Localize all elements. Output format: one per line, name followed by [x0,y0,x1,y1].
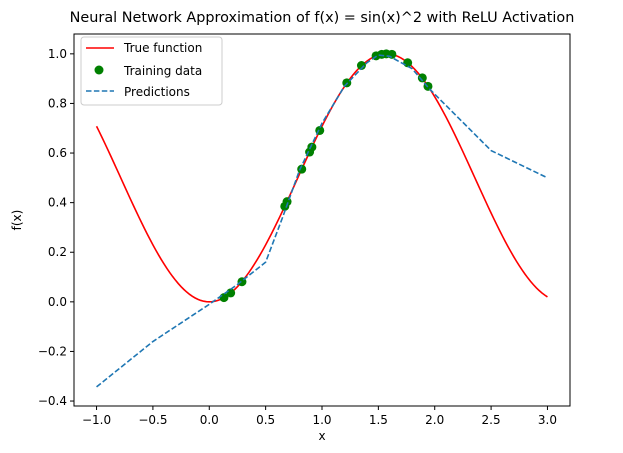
y-tick-label: −0.4 [38,394,67,408]
legend-swatch-training-data [94,65,104,75]
legend: True function Training data Predictions [80,36,223,106]
x-axis-label: x [318,429,325,443]
training-data-point [297,164,307,174]
x-tick-label: 0.0 [200,413,219,427]
series-line-true-function [95,53,548,303]
y-tick-label: 0.4 [48,196,67,210]
y-tick-label: 0.6 [48,146,67,160]
legend-label-predictions: Predictions [124,85,190,99]
y-tick-label: 0.8 [48,96,67,110]
y-tick-label: 0.2 [48,245,67,259]
training-data-point [387,49,397,59]
chart-title: Neural Network Approximation of f(x) = s… [70,10,575,26]
x-tick-label: 1.5 [369,413,388,427]
training-data-point [356,60,366,70]
legend-label-training-data: Training data [123,64,202,78]
y-tick-label: 1.0 [48,47,67,61]
series-line-predictions [96,54,548,388]
training-data-point [403,58,413,68]
x-tick-label: 3.0 [538,413,557,427]
y-tick-label: 0.0 [48,295,67,309]
training-data-point [307,142,317,152]
x-tick-label: 0.5 [256,413,275,427]
y-tick-label: −0.2 [38,344,67,358]
x-tick-label: −1.0 [82,413,111,427]
x-axis-ticks: −1.0 −0.5 0.0 0.5 1.0 1.5 2.0 2.5 3.0 [82,406,557,427]
x-tick-label: 1.0 [312,413,331,427]
training-data-point [226,288,236,298]
legend-box [80,36,223,106]
y-axis-ticks: −0.4 −0.2 0.0 0.2 0.4 0.6 0.8 1.0 [38,47,74,408]
training-data-point [417,73,427,83]
legend-label-true-function: True function [123,41,202,55]
y-axis-label: f(x) [10,210,24,231]
x-tick-label: −0.5 [138,413,167,427]
x-tick-label: 2.0 [425,413,444,427]
x-tick-label: 2.5 [482,413,501,427]
